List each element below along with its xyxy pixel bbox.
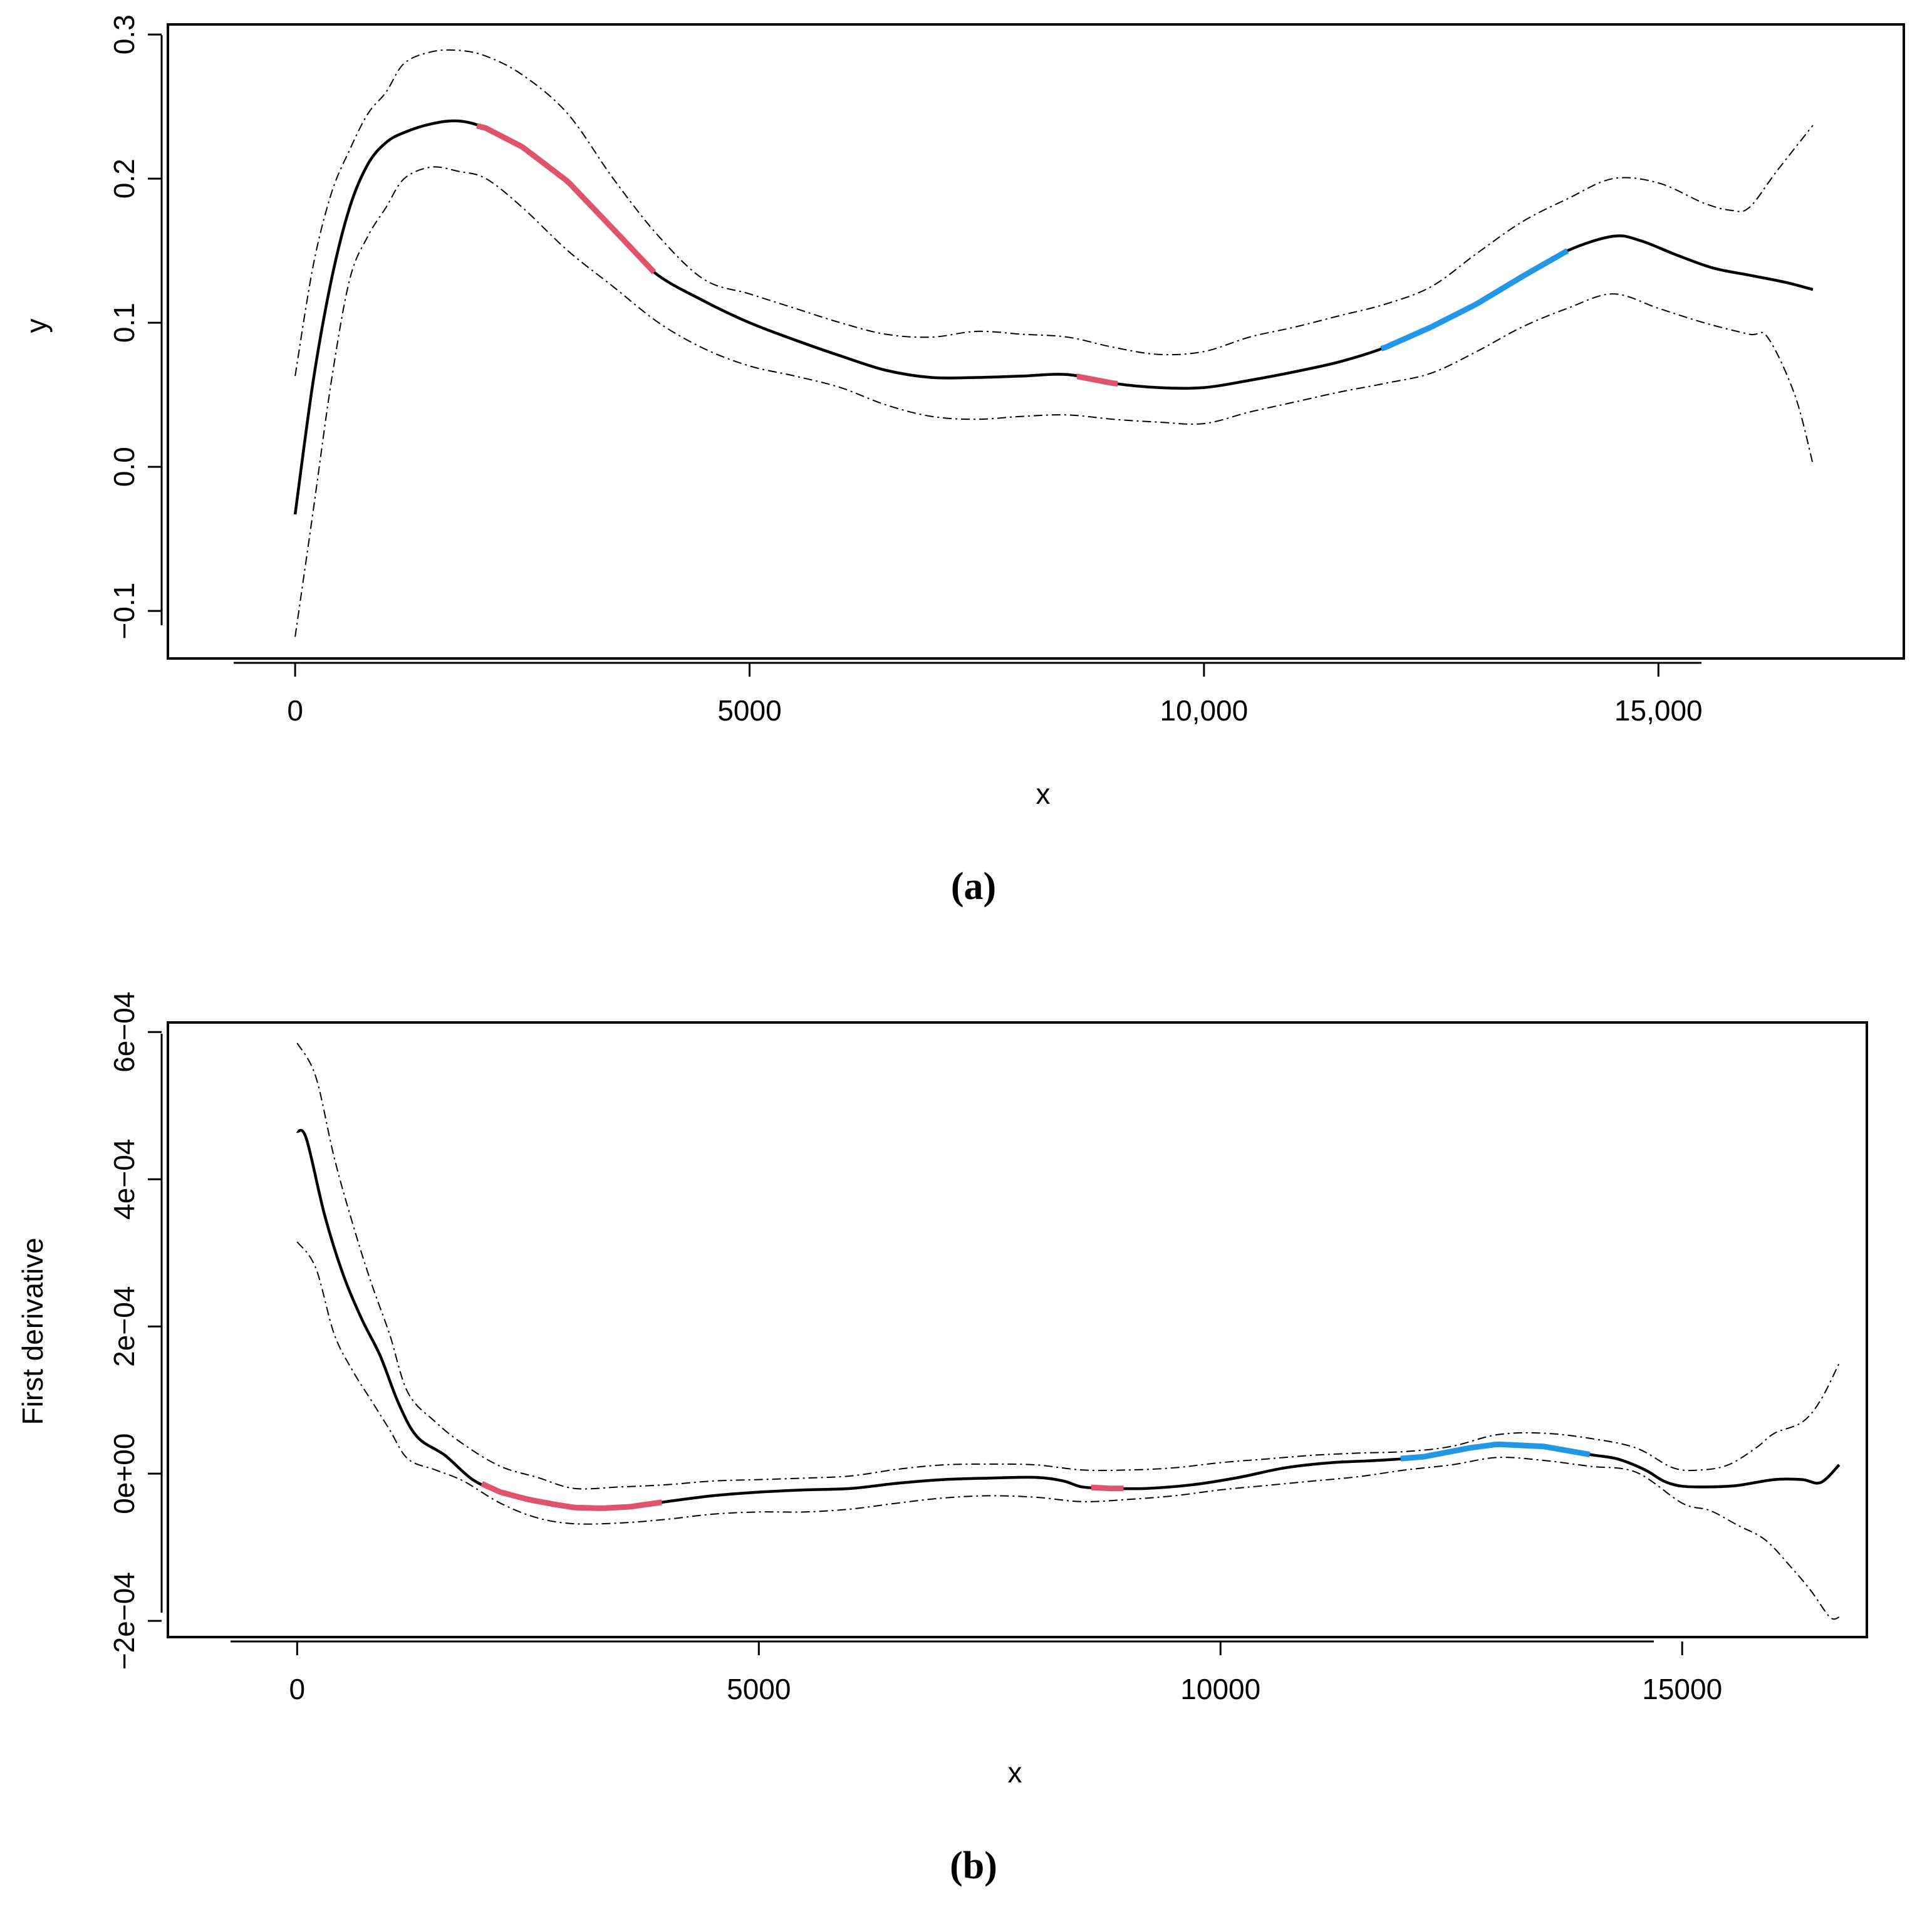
- panel-b-xlabel: x: [1008, 1756, 1022, 1789]
- panel-a-ytick-label: −0.1: [108, 583, 140, 640]
- panel-a-xtick-label: 15,000: [1614, 694, 1703, 727]
- panel-a-yticks: −0.1 0.0 0.1 0.2 0.3: [108, 14, 162, 640]
- panel-b-ytick-label: 2e−04: [108, 1286, 140, 1367]
- panel-a-decrease-highlight: [476, 123, 657, 274]
- panel-a-lower-band-line: [294, 166, 1814, 637]
- panel-b-xtick-label: 10000: [1180, 1673, 1260, 1705]
- panel-b-xtick-label: 5000: [727, 1673, 791, 1705]
- panel-a-upper-band-line: [294, 49, 1814, 377]
- panel-a-decrease-highlight: [1076, 373, 1118, 387]
- panel-b-ylabel: First derivative: [16, 1237, 49, 1425]
- panel-b-series: [296, 1043, 1841, 1620]
- panel-b-decrease-highlight: [1091, 1484, 1124, 1492]
- panel-a: −0.1 0.0 0.1 0.2 0.3 0 5000 10,000 15,000 y x (…: [20, 14, 1905, 908]
- panel-b-caption: (b): [950, 1844, 997, 1887]
- panel-b-decrease-highlight: [480, 1481, 662, 1511]
- panel-a-series: [293, 49, 1814, 637]
- panel-b-ytick-label: 4e−04: [108, 1139, 140, 1220]
- panel-b-lower-band-line: [296, 1241, 1840, 1620]
- panel-a-ytick-label: 0.1: [108, 303, 140, 343]
- panel-a-ylabel: y: [20, 319, 53, 333]
- panel-b-ytick-label: 0e+00: [108, 1433, 140, 1514]
- panel-b-main-line: [296, 1128, 1841, 1510]
- panel-b-x-axis: 0 5000 10000 15000: [231, 1640, 1722, 1705]
- panel-b-y-axis: −2e−04 0e+00 2e−04 4e−04 6e−04: [108, 992, 163, 1670]
- panel-a-increase-highlight: [1380, 248, 1569, 351]
- panel-a-x-axis: 0 5000 10,000 15,000: [234, 662, 1703, 727]
- panel-a-caption: (a): [951, 865, 996, 908]
- panel-b-increase-highlight: [1400, 1441, 1591, 1462]
- panel-b-ytick-label: −2e−04: [108, 1572, 140, 1670]
- panel-a-xticks: 0 5000 10,000 15,000: [287, 663, 1703, 727]
- panel-a-xtick-label: 0: [287, 694, 303, 727]
- panel-a-xtick-label: 10,000: [1160, 694, 1249, 727]
- panel-a-plot-frame: [167, 23, 1905, 660]
- panel-a-ytick-label: 0.0: [108, 447, 140, 487]
- panel-b: −2e−04 0e+00 2e−04 4e−04 6e−04 0 5000 10000 150…: [16, 992, 1868, 1887]
- panel-a-ytick-label: 0.3: [108, 14, 140, 55]
- panel-a-ytick-label: 0.2: [108, 159, 140, 199]
- panel-b-yticks: −2e−04 0e+00 2e−04 4e−04 6e−04: [108, 992, 162, 1670]
- panel-b-xticks: 0 5000 10000 15000: [289, 1641, 1722, 1705]
- panel-b-xtick-label: 0: [289, 1673, 306, 1705]
- panel-b-plot-frame: [167, 1021, 1868, 1638]
- panel-a-main-line: [293, 119, 1814, 515]
- panel-a-xtick-label: 5000: [717, 694, 781, 727]
- panel-a-y-axis: −0.1 0.0 0.1 0.2 0.3: [108, 14, 163, 640]
- panel-a-xlabel: x: [1036, 778, 1051, 810]
- panel-b-ytick-label: 6e−04: [108, 992, 140, 1073]
- panel-b-xtick-label: 15000: [1642, 1673, 1722, 1705]
- panel-b-upper-band-line: [296, 1043, 1840, 1490]
